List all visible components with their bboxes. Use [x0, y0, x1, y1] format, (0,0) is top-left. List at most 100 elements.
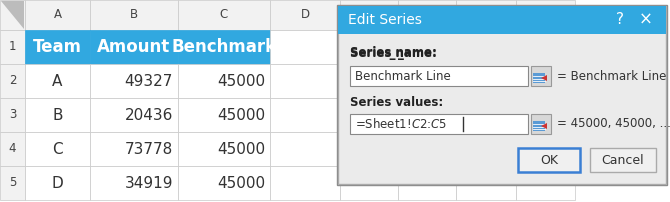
Text: Amount: Amount [97, 38, 171, 56]
Polygon shape [541, 123, 547, 129]
Bar [398, 30, 456, 64]
Text: 73778: 73778 [125, 141, 173, 157]
Bar [516, 64, 575, 98]
Text: 1: 1 [9, 40, 16, 54]
Bar [533, 78, 539, 83]
Text: 45000: 45000 [217, 176, 265, 190]
Polygon shape [1, 1, 24, 29]
Bar [25, 98, 90, 132]
Text: C: C [52, 141, 63, 157]
Text: 34919: 34919 [125, 176, 173, 190]
Text: E: E [365, 8, 373, 21]
Text: D: D [300, 8, 310, 21]
Bar [270, 98, 340, 132]
Bar [0, 30, 25, 64]
Text: Edit Series: Edit Series [348, 13, 422, 27]
Bar [178, 132, 270, 166]
Bar [178, 166, 270, 200]
Bar [90, 64, 178, 98]
Text: A: A [52, 74, 63, 88]
Text: F: F [423, 8, 430, 21]
Text: OK: OK [540, 154, 558, 166]
Text: Benchmark: Benchmark [172, 38, 277, 56]
Bar [25, 166, 90, 200]
Bar [0, 98, 25, 132]
Bar [531, 114, 551, 134]
Text: Benchmark Line: Benchmark Line [355, 69, 451, 82]
Text: 49327: 49327 [125, 74, 173, 88]
Text: H: H [541, 8, 550, 21]
Text: B: B [52, 107, 63, 122]
Bar [0, 166, 25, 200]
Bar [340, 0, 398, 30]
Bar [456, 98, 516, 132]
Text: 4: 4 [9, 142, 16, 156]
Bar [516, 0, 575, 30]
Bar [340, 98, 398, 132]
Bar [270, 64, 340, 98]
Bar [0, 64, 25, 98]
Text: 5: 5 [9, 177, 16, 189]
Bar [178, 98, 270, 132]
Text: Series ̲n̲ame:: Series ̲n̲ame: [350, 46, 437, 60]
Bar [456, 132, 516, 166]
Bar [0, 132, 25, 166]
Bar [178, 30, 270, 64]
Text: ×: × [639, 11, 653, 29]
Bar [533, 121, 545, 131]
Bar [178, 0, 270, 30]
Bar [531, 66, 551, 86]
Text: A: A [54, 8, 62, 21]
Text: D: D [52, 176, 64, 190]
Bar [398, 132, 456, 166]
Bar [516, 30, 575, 64]
Bar [516, 166, 575, 200]
Bar [90, 30, 178, 64]
Bar [518, 148, 580, 172]
Bar [590, 148, 656, 172]
Bar [270, 30, 340, 64]
Bar [25, 0, 90, 30]
Text: =Sheet1!$C$2:$C$5: =Sheet1!$C$2:$C$5 [355, 117, 447, 131]
Bar [340, 166, 398, 200]
Bar [338, 6, 666, 184]
Text: 45000: 45000 [217, 107, 265, 122]
Text: Series name:: Series name: [350, 45, 437, 59]
Bar [340, 132, 398, 166]
Text: 20436: 20436 [125, 107, 173, 122]
Bar [0, 0, 25, 30]
Bar [456, 166, 516, 200]
Text: G: G [482, 8, 490, 21]
Text: 45000: 45000 [217, 74, 265, 88]
Bar [350, 114, 528, 134]
Bar [90, 98, 178, 132]
Bar [516, 132, 575, 166]
Bar [90, 0, 178, 30]
Bar [270, 166, 340, 200]
Bar [398, 166, 456, 200]
Text: Cancel: Cancel [602, 154, 645, 166]
Bar [350, 66, 528, 86]
Text: 2: 2 [9, 75, 16, 87]
Text: 45000: 45000 [217, 141, 265, 157]
Bar [90, 166, 178, 200]
Bar [516, 98, 575, 132]
Text: C: C [220, 8, 228, 21]
Text: = Benchmark Line: = Benchmark Line [557, 69, 667, 82]
Bar [398, 0, 456, 30]
Bar [398, 98, 456, 132]
Text: B: B [130, 8, 138, 21]
Bar [340, 64, 398, 98]
Bar [456, 64, 516, 98]
Bar [338, 6, 666, 34]
Text: Team: Team [33, 38, 82, 56]
Bar [456, 30, 516, 64]
Bar [533, 73, 545, 83]
Text: = 45000, 45000, ...: = 45000, 45000, ... [557, 118, 670, 130]
Bar [178, 64, 270, 98]
Bar [340, 30, 398, 64]
Bar [270, 132, 340, 166]
Bar [456, 0, 516, 30]
Bar [90, 132, 178, 166]
Text: ?: ? [616, 13, 624, 27]
